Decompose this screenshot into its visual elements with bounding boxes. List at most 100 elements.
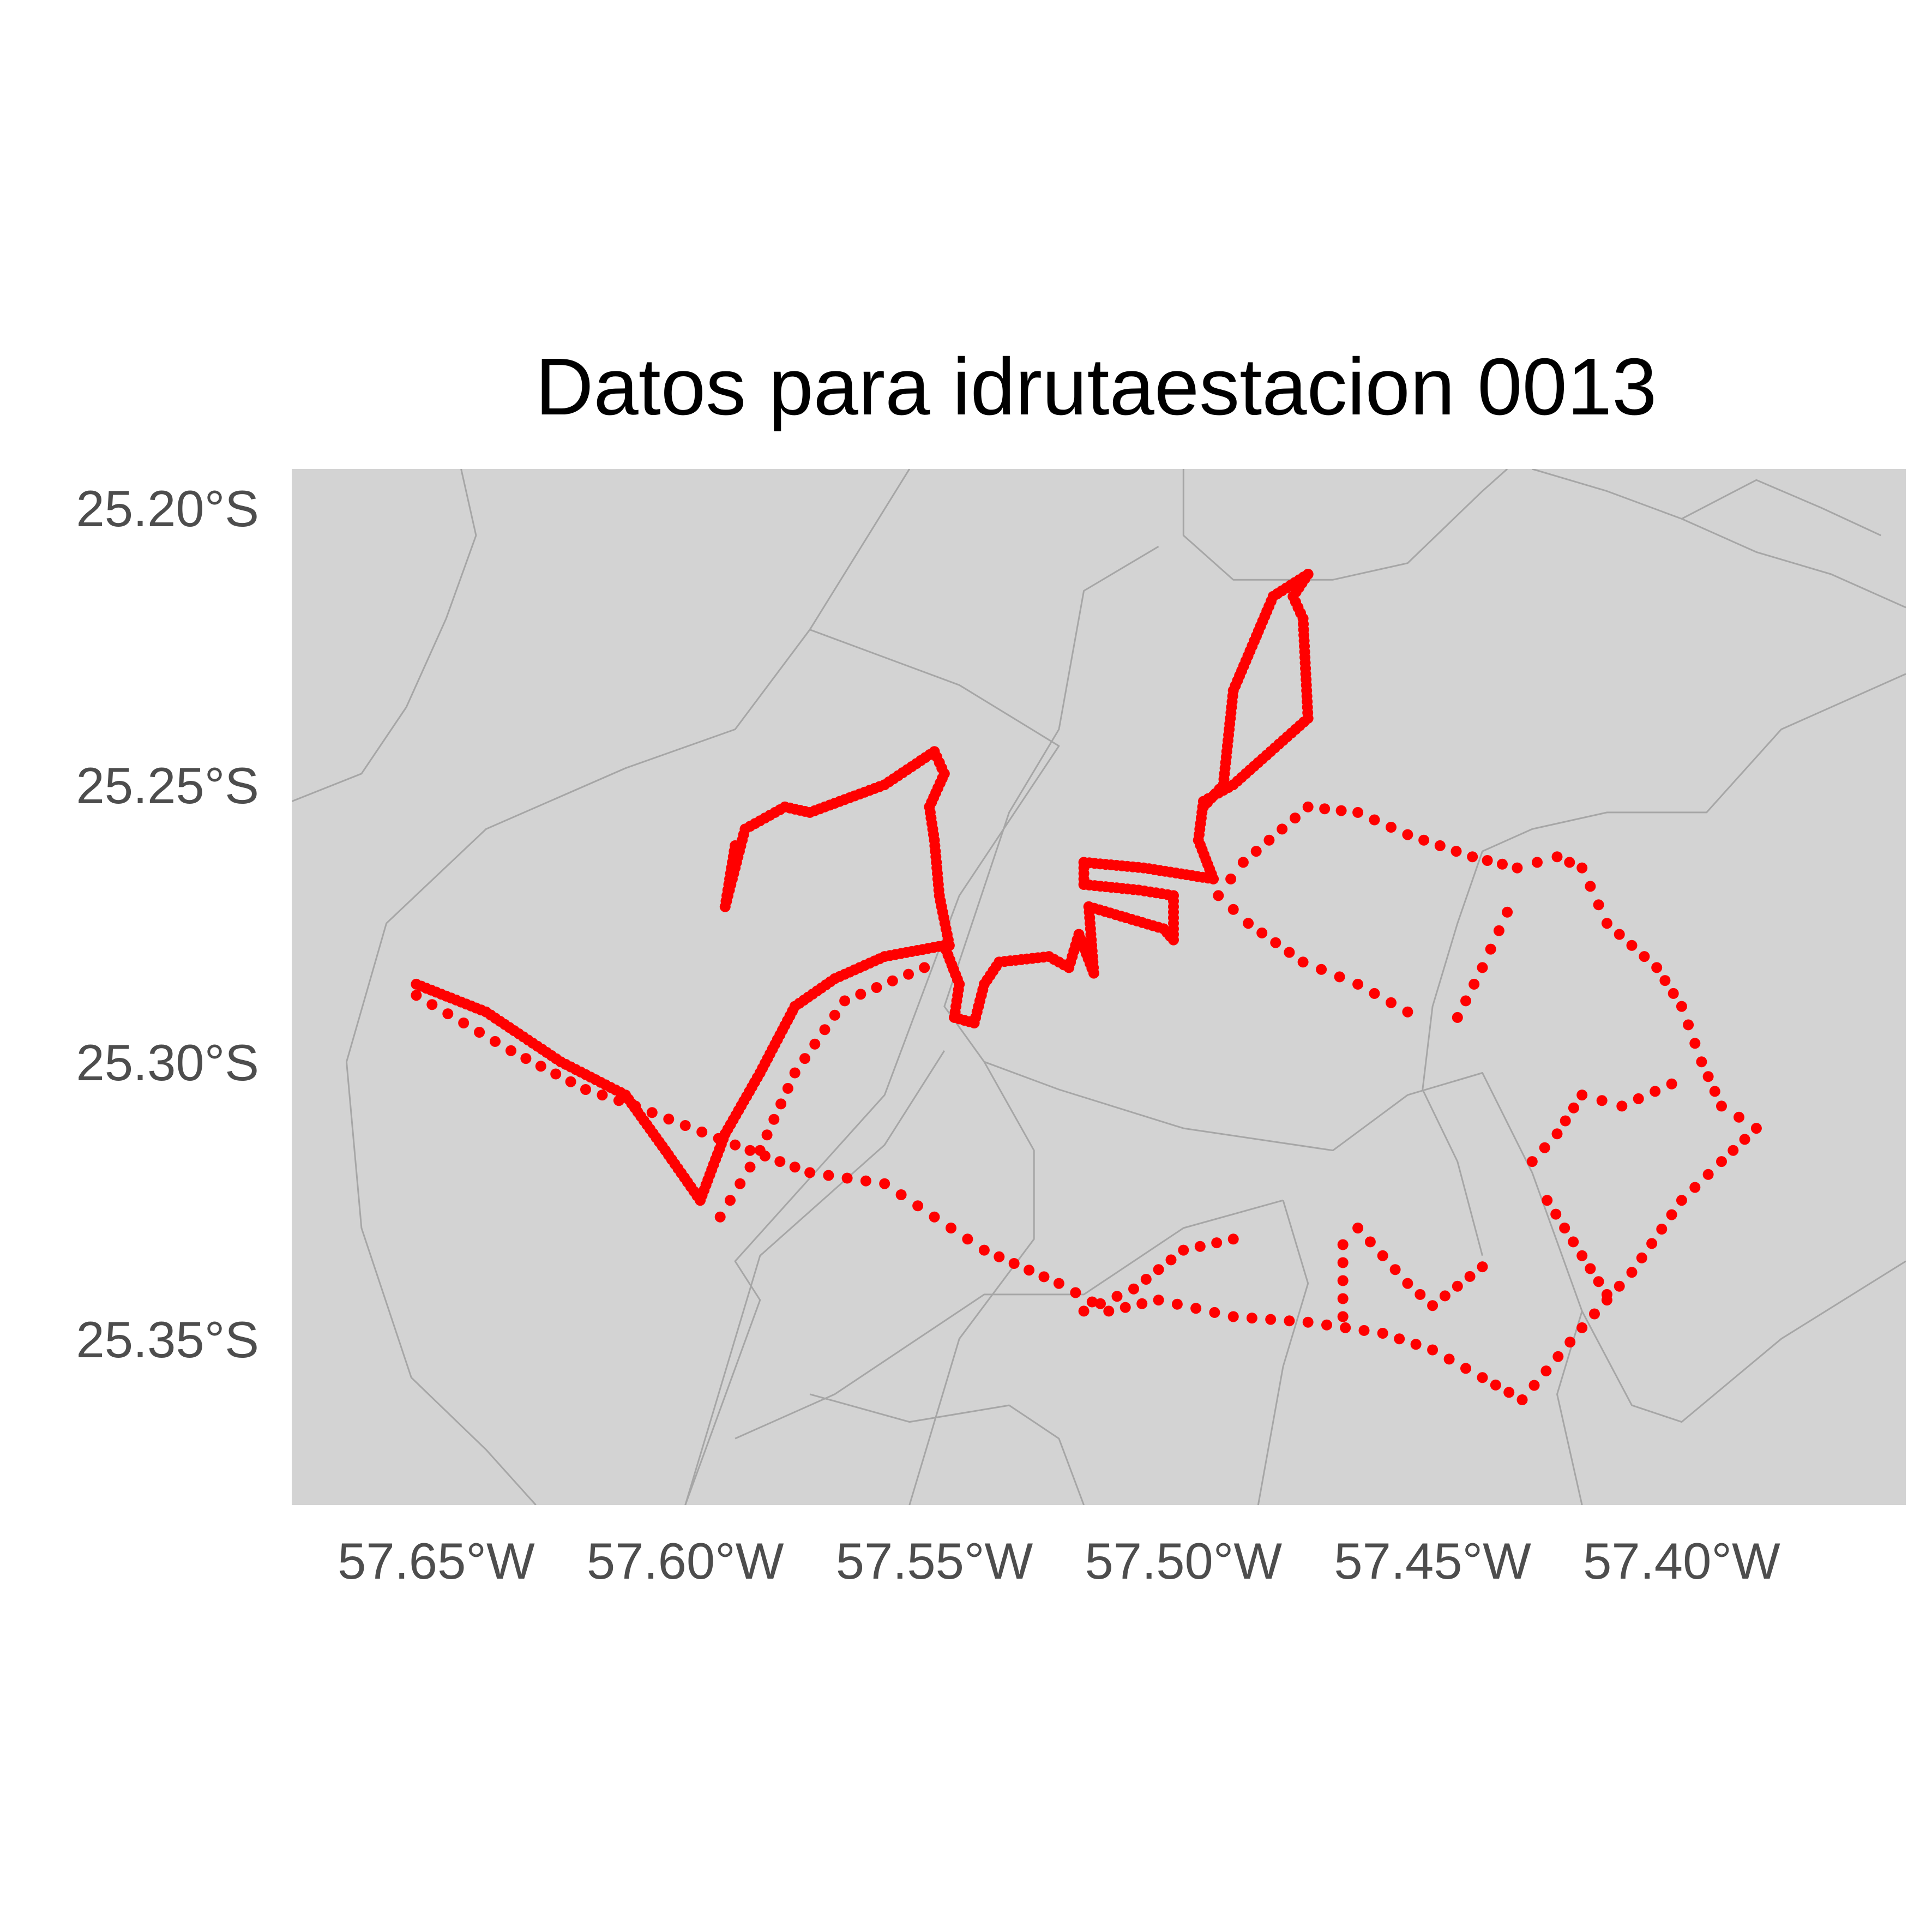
route-point: [1559, 1223, 1570, 1233]
route-point: [1585, 881, 1596, 892]
route-point: [1477, 1261, 1488, 1273]
route-point: [1297, 956, 1309, 968]
route-point: [1053, 1278, 1064, 1289]
route-point: [1639, 951, 1650, 962]
route-point: [1078, 1305, 1090, 1317]
route-point: [1086, 1296, 1098, 1308]
route-point: [1211, 1237, 1223, 1249]
route-point: [1576, 1090, 1588, 1101]
route-point: [912, 1200, 924, 1212]
route-point: [1564, 857, 1575, 868]
boundary-line-1: [346, 469, 911, 1505]
route-point: [679, 1120, 691, 1131]
route-point: [1197, 801, 1209, 812]
route-point: [1337, 1257, 1349, 1268]
route-point: [1227, 1311, 1239, 1322]
route-point: [1171, 1298, 1183, 1310]
route-point: [1439, 1290, 1450, 1302]
route-point: [1270, 937, 1281, 948]
route-point: [730, 1139, 741, 1151]
route-point: [1650, 1086, 1661, 1097]
route-point: [630, 1100, 641, 1112]
route-point: [1335, 805, 1347, 816]
x-tick-label: 57.45°W: [1334, 1532, 1531, 1590]
route-point: [1213, 890, 1224, 901]
x-axis-ticks: 57.65°W 57.60°W 57.55°W 57.50°W 57.45°W 57.40…: [338, 1532, 1780, 1590]
route-point: [1246, 1313, 1257, 1324]
route-point: [1467, 851, 1478, 863]
route-point: [1568, 1236, 1579, 1248]
route-point: [1352, 806, 1364, 818]
route-point: [1394, 1333, 1405, 1345]
route-point: [663, 1114, 675, 1125]
route-point: [819, 1024, 830, 1036]
route-point: [1709, 1086, 1720, 1097]
x-tick-label: 57.65°W: [338, 1532, 535, 1590]
route-point: [696, 1126, 708, 1137]
route-point: [789, 1067, 801, 1079]
route-point: [1319, 803, 1331, 815]
route-point: [1316, 964, 1327, 975]
route-point: [903, 968, 914, 980]
y-tick-label: 25.20°S: [76, 480, 259, 537]
route-point: [839, 995, 851, 1007]
route-point: [1443, 1353, 1455, 1365]
route-point: [1337, 1239, 1349, 1250]
route-point: [1702, 1071, 1714, 1082]
y-tick-label: 25.25°S: [76, 757, 259, 814]
route-point: [1636, 1252, 1647, 1263]
route-point: [1418, 834, 1430, 846]
route-point: [1589, 1308, 1600, 1320]
route-point: [550, 1068, 562, 1080]
route-point: [426, 999, 438, 1010]
x-tick-label: 57.40°W: [1583, 1532, 1780, 1590]
route-point: [714, 1211, 726, 1223]
route-point: [804, 1167, 816, 1178]
boundary-line-4: [943, 545, 1906, 1423]
route-point: [1165, 1254, 1177, 1266]
route-point: [1540, 1365, 1552, 1377]
route-point: [1337, 1293, 1349, 1304]
route-point: [768, 1114, 780, 1125]
route-point: [1702, 1169, 1714, 1180]
route-point: [1626, 1267, 1638, 1278]
route-point: [1250, 846, 1262, 857]
route-point: [1290, 812, 1301, 824]
boundary-line-12: [809, 1393, 1085, 1505]
route-point: [860, 1175, 871, 1187]
route-point: [1386, 997, 1397, 1008]
route-point: [1502, 906, 1513, 918]
route-point: [613, 1095, 624, 1106]
route-point: [1626, 940, 1638, 951]
map-panel: [292, 469, 1906, 1505]
route-point: [1646, 1238, 1658, 1249]
boundary-line-8: [735, 1199, 1284, 1440]
route-point: [789, 1161, 801, 1173]
route-point: [597, 1090, 608, 1101]
route-point: [1136, 1298, 1148, 1309]
route-point: [442, 1008, 454, 1020]
route-point: [1477, 962, 1488, 973]
route-point: [887, 975, 898, 986]
route-point: [1689, 1038, 1701, 1049]
route-point: [1352, 1223, 1364, 1233]
route-point: [1497, 858, 1508, 870]
route-point: [1369, 814, 1380, 826]
route-point: [1689, 1182, 1701, 1193]
route-point: [1750, 1123, 1762, 1134]
route-point: [1564, 1337, 1576, 1348]
route-point: [1427, 1344, 1439, 1356]
boundary-line-9: [908, 1061, 1035, 1505]
boundary-line-0: [292, 469, 477, 802]
route-point: [744, 1145, 756, 1156]
route-point: [1302, 1316, 1314, 1328]
route-point: [1477, 1372, 1488, 1383]
route-point: [1659, 975, 1671, 986]
route-point: [761, 1129, 773, 1141]
route-point: [1552, 1351, 1564, 1362]
route-point: [1560, 1115, 1571, 1127]
route-point: [871, 982, 882, 993]
boundary-line-13: [1532, 469, 1906, 609]
route-point: [1696, 1056, 1707, 1068]
route-point: [1237, 857, 1249, 868]
